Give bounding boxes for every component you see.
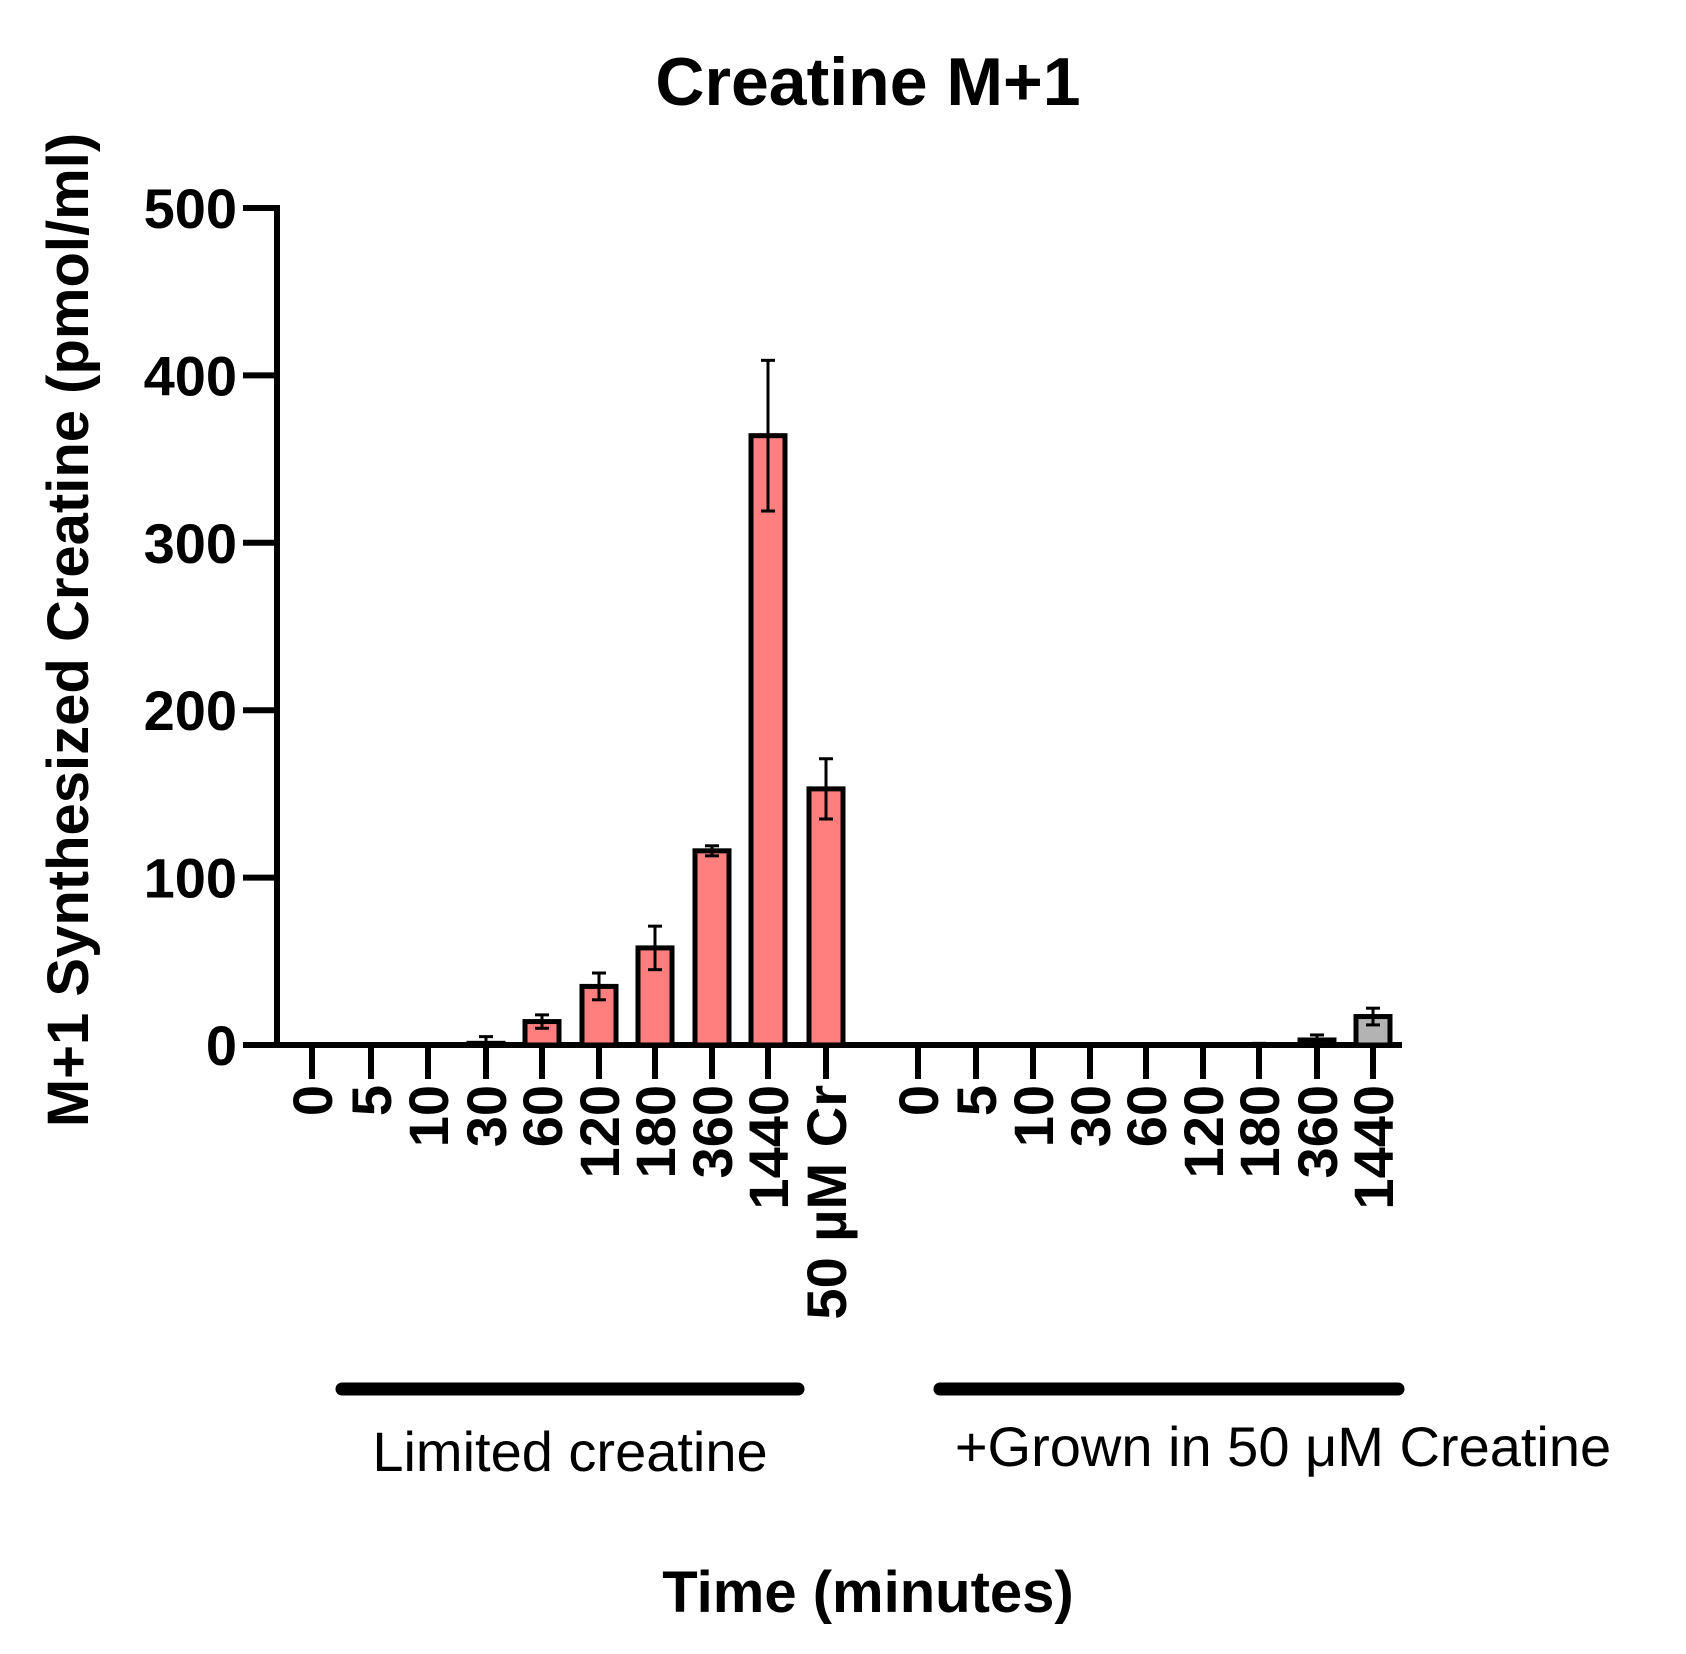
group-annotations: Limited creatine +Grown in 50 μM Creatine xyxy=(335,1382,1611,1483)
y-tick-label: 400 xyxy=(144,344,237,407)
x-tick-label: 30 xyxy=(1059,1085,1122,1147)
x-tick-label: 1440 xyxy=(737,1085,800,1210)
y-tick-label: 300 xyxy=(144,512,237,575)
group-label: Limited creatine xyxy=(372,1420,767,1483)
bars xyxy=(466,358,1393,1048)
x-axis-label: Time (minutes) xyxy=(662,1560,1073,1625)
x-tick-label: 0 xyxy=(887,1085,950,1116)
bar xyxy=(692,848,732,1048)
x-tick-label: 30 xyxy=(455,1085,518,1147)
group-label: +Grown in 50 μM Creatine xyxy=(955,1415,1611,1478)
x-tick-label: 1440 xyxy=(1342,1085,1405,1210)
x-tick-label: 60 xyxy=(511,1085,574,1147)
x-tick-label: 180 xyxy=(624,1085,687,1178)
x-tick-label: 5 xyxy=(945,1085,1008,1116)
x-tick-label: 50 µM Cr xyxy=(795,1085,858,1320)
y-tick-label: 0 xyxy=(206,1014,237,1077)
x-tick-label: 0 xyxy=(281,1085,344,1116)
y-tick-label: 500 xyxy=(144,177,237,240)
x-tick-label: 360 xyxy=(1286,1085,1349,1178)
axes: 0 100 200 300 400 500 xyxy=(144,177,1402,1077)
x-tick-label: 5 xyxy=(340,1085,403,1116)
x-tick-label: 120 xyxy=(568,1085,631,1178)
chart-title: Creatine M+1 xyxy=(655,44,1080,120)
bar xyxy=(806,786,846,1048)
x-tick-label: 180 xyxy=(1228,1085,1291,1178)
x-tick-label: 120 xyxy=(1172,1085,1235,1178)
x-tick-label: 360 xyxy=(681,1085,744,1178)
x-tick-label: 60 xyxy=(1115,1085,1178,1147)
y-tick-label: 100 xyxy=(144,847,237,910)
bar xyxy=(748,433,788,1048)
x-tick-label: 10 xyxy=(397,1085,460,1147)
y-tick-label: 200 xyxy=(144,679,237,742)
x-tick-label: 10 xyxy=(1002,1085,1065,1147)
y-axis-label: M+1 Synthesized Creatine (pmol/ml) xyxy=(36,133,101,1127)
